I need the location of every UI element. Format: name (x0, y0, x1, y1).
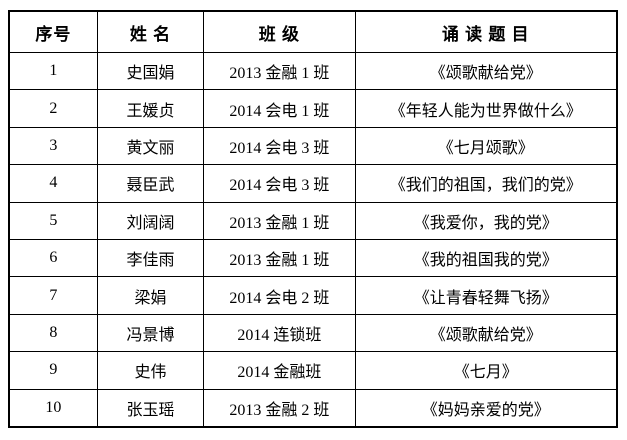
cell-title: 《让青春轻舞飞扬》 (354, 276, 618, 315)
cell-name: 梁娟 (96, 276, 205, 315)
cell-class: 2013 金融 2 班 (203, 388, 356, 428)
cell-no: 3 (8, 126, 98, 166)
cell-name: 史伟 (96, 351, 205, 390)
cell-no: 9 (8, 351, 98, 390)
table-row: 6 李佳雨 2013 金融 1 班 《我的祖国我的党》 (8, 238, 618, 278)
cell-title: 《我爱你，我的党》 (354, 201, 618, 240)
cell-no: 4 (8, 164, 98, 203)
cell-class: 2014 会电 3 班 (203, 126, 356, 166)
cell-title: 《我们的祖国，我们的党》 (354, 164, 618, 203)
cell-class: 2014 金融班 (203, 351, 356, 390)
header-cell-class: 班 级 (203, 10, 356, 53)
cell-no: 7 (8, 276, 98, 315)
cell-title: 《颂歌献给党》 (354, 313, 618, 353)
table-row: 10 张玉瑶 2013 金融 2 班 《妈妈亲爱的党》 (8, 388, 618, 428)
table-header-row: 序号 姓 名 班 级 诵 读 题 目 (8, 10, 618, 53)
table-row: 5 刘阔阔 2013 金融 1 班 《我爱你，我的党》 (8, 201, 618, 240)
table-row: 2 王媛贞 2014 会电 1 班 《年轻人能为世界做什么》 (8, 89, 618, 128)
header-cell-name: 姓 名 (96, 10, 205, 53)
cell-name: 聂臣武 (96, 164, 205, 203)
cell-no: 5 (8, 201, 98, 240)
cell-title: 《七月颂歌》 (354, 126, 618, 166)
cell-title: 《七月》 (354, 351, 618, 390)
cell-class: 2014 会电 1 班 (203, 89, 356, 128)
cell-title: 《我的祖国我的党》 (354, 238, 618, 278)
cell-name: 王媛贞 (96, 89, 205, 128)
header-cell-title: 诵 读 题 目 (354, 10, 618, 53)
cell-class: 2013 金融 1 班 (203, 51, 356, 91)
cell-name: 刘阔阔 (96, 201, 205, 240)
header-cell-no: 序号 (8, 10, 98, 53)
cell-no: 1 (8, 51, 98, 91)
cell-title: 《颂歌献给党》 (354, 51, 618, 91)
cell-name: 张玉瑶 (96, 388, 205, 428)
table-row: 1 史国娟 2013 金融 1 班 《颂歌献给党》 (8, 51, 618, 91)
cell-class: 2014 会电 2 班 (203, 276, 356, 315)
recitation-roster-table: 序号 姓 名 班 级 诵 读 题 目 1 史国娟 2013 金融 1 班 《颂歌… (8, 10, 618, 428)
cell-class: 2013 金融 1 班 (203, 201, 356, 240)
cell-no: 10 (8, 388, 98, 428)
cell-title: 《妈妈亲爱的党》 (354, 388, 618, 428)
cell-class: 2014 会电 3 班 (203, 164, 356, 203)
table-row: 4 聂臣武 2014 会电 3 班 《我们的祖国，我们的党》 (8, 164, 618, 203)
table-row: 7 梁娟 2014 会电 2 班 《让青春轻舞飞扬》 (8, 276, 618, 315)
cell-name: 黄文丽 (96, 126, 205, 166)
table-row: 3 黄文丽 2014 会电 3 班 《七月颂歌》 (8, 126, 618, 166)
cell-no: 6 (8, 238, 98, 278)
cell-no: 8 (8, 313, 98, 353)
cell-name: 冯景博 (96, 313, 205, 353)
cell-no: 2 (8, 89, 98, 128)
cell-name: 史国娟 (96, 51, 205, 91)
table-row: 8 冯景博 2014 连锁班 《颂歌献给党》 (8, 313, 618, 353)
cell-title: 《年轻人能为世界做什么》 (354, 89, 618, 128)
cell-class: 2014 连锁班 (203, 313, 356, 353)
cell-class: 2013 金融 1 班 (203, 238, 356, 278)
cell-name: 李佳雨 (96, 238, 205, 278)
table-row: 9 史伟 2014 金融班 《七月》 (8, 351, 618, 390)
